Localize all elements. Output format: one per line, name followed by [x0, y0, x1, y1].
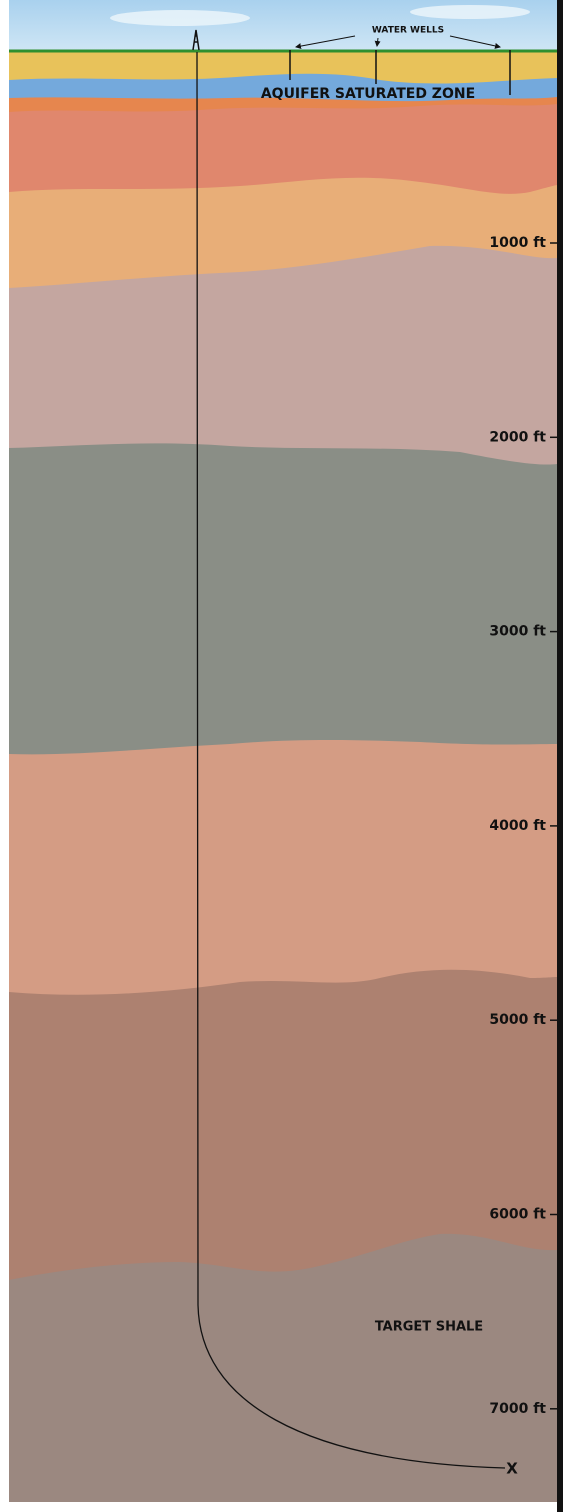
target-label: TARGET SHALE [375, 1320, 483, 1335]
water-wells-label: WATER WELLS [372, 26, 444, 36]
cloud [110, 10, 250, 26]
depth-label: 7000 ft [489, 1401, 546, 1417]
shale-layer [9, 1233, 557, 1502]
wells [192, 29, 511, 1469]
layers [9, 0, 563, 1512]
depth-label: 3000 ft [489, 624, 546, 640]
depth-label: 6000 ft [489, 1207, 546, 1223]
aquifer-label: AQUIFER SATURATED ZONE [261, 86, 475, 102]
depth-scale: 1000 ft 2000 ft 3000 ft 4000 ft 5000 ft 6000 … [489, 235, 557, 1417]
depth-label: 2000 ft [489, 429, 546, 445]
depth-label: 4000 ft [489, 818, 546, 834]
target-marker: X [506, 1460, 518, 1478]
wellbore [196, 51, 506, 1469]
arrow [295, 35, 356, 50]
depth-label: 5000 ft [489, 1012, 546, 1028]
arrow [374, 37, 381, 47]
arrow [449, 35, 501, 49]
depth-label: 1000 ft [489, 235, 546, 251]
derrick [192, 29, 200, 51]
cloud [410, 5, 530, 19]
edge-bar [557, 0, 563, 1512]
